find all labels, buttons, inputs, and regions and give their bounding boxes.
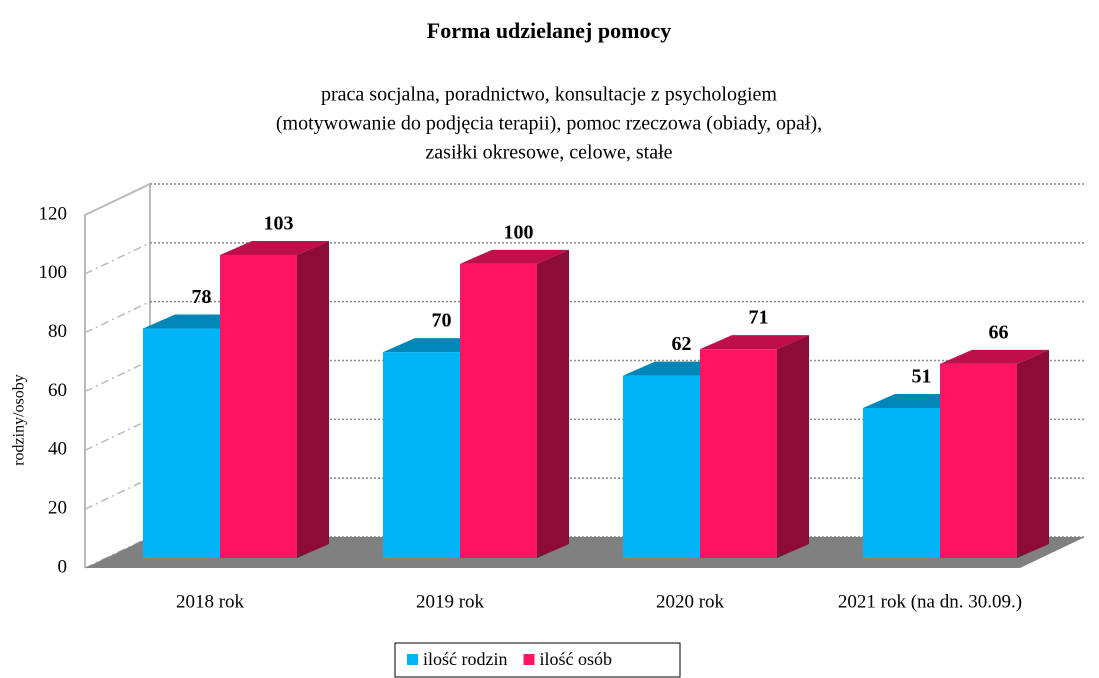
bar-side xyxy=(777,335,809,558)
bar xyxy=(220,241,329,558)
legend-label: ilość osób xyxy=(539,649,612,669)
subtitle: (motywowanie do podjęcia terapii), pomoc… xyxy=(276,113,822,135)
grid-wall xyxy=(84,418,151,452)
bar-front xyxy=(143,328,220,558)
legend-box xyxy=(394,642,681,678)
grid-line xyxy=(84,359,1085,393)
bar-side xyxy=(537,249,569,559)
grid-wall xyxy=(84,359,151,393)
grid-line xyxy=(84,183,1085,216)
grid-line xyxy=(84,242,1085,275)
y-tick-label: 20 xyxy=(48,498,67,519)
x-tick-label: 2019 rok xyxy=(416,591,485,612)
subtitle: zasiłki okresowe, celowe, stałe xyxy=(425,142,672,164)
y-tick-label: 60 xyxy=(48,380,67,401)
data-label: 78 xyxy=(192,286,212,308)
grid-line xyxy=(84,477,1085,510)
bar-top xyxy=(700,335,809,350)
bar-front xyxy=(700,349,777,558)
bar xyxy=(460,249,569,559)
data-label: 66 xyxy=(989,321,1009,343)
data-label: 70 xyxy=(432,310,452,332)
chart-title: Forma udzielanej pomocy xyxy=(427,18,671,43)
bar-side xyxy=(297,241,329,558)
grid-wall xyxy=(84,477,151,510)
grid-wall xyxy=(84,183,151,216)
floor xyxy=(85,537,1085,568)
bar-top xyxy=(940,349,1049,364)
legend-swatch xyxy=(523,654,535,665)
bar-front xyxy=(383,352,460,558)
bar-front xyxy=(863,407,940,558)
x-tick-label: 2020 rok xyxy=(656,591,725,612)
data-label: 100 xyxy=(504,221,534,243)
y-tick-label: 80 xyxy=(48,321,67,342)
bar-front xyxy=(220,255,297,558)
data-label: 103 xyxy=(264,213,294,235)
x-tick-label: 2021 rok (na dn. 30.09.) xyxy=(838,591,1022,612)
bar-top xyxy=(460,249,569,264)
bar-front xyxy=(623,375,700,558)
data-label: 71 xyxy=(749,307,769,329)
bar xyxy=(700,335,809,558)
bar-front xyxy=(460,263,537,558)
legend-swatch xyxy=(407,654,418,665)
y-axis-label: rodziny/osoby xyxy=(11,374,28,466)
x-tick-label: 2018 rok xyxy=(176,591,245,612)
bar-front xyxy=(940,363,1017,558)
bar-side xyxy=(1017,349,1049,558)
bar xyxy=(940,349,1049,558)
bar-top xyxy=(220,241,329,256)
data-label: 51 xyxy=(912,366,932,388)
y-tick-label: 120 xyxy=(39,203,68,224)
y-tick-label: 0 xyxy=(58,556,68,577)
y-tick-label: 100 xyxy=(39,262,68,283)
grid-line xyxy=(84,418,1085,452)
grid-wall xyxy=(84,242,151,275)
grid-line xyxy=(84,300,1085,334)
grid-wall xyxy=(84,300,151,334)
subtitle: praca socjalna, poradnictwo, konsultacje… xyxy=(321,84,777,106)
y-tick-label: 40 xyxy=(48,439,67,460)
legend-label: ilość rodzin xyxy=(423,649,507,669)
data-label: 62 xyxy=(672,333,692,355)
